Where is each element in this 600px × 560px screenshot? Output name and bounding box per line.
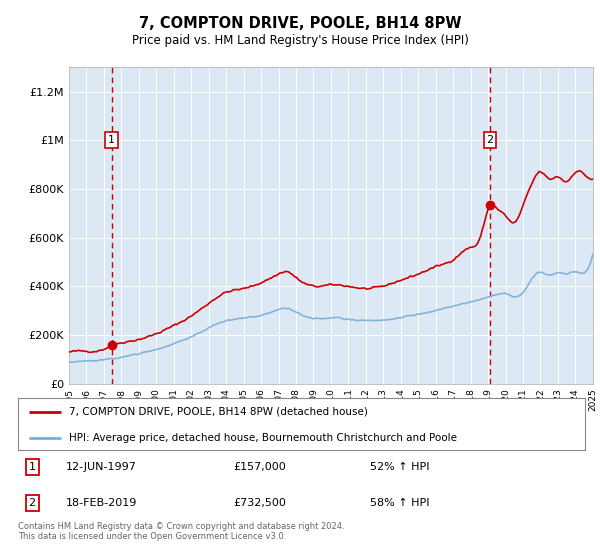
Text: 1: 1	[108, 135, 115, 145]
Text: 12-JUN-1997: 12-JUN-1997	[66, 461, 137, 472]
Text: Contains HM Land Registry data © Crown copyright and database right 2024.
This d: Contains HM Land Registry data © Crown c…	[18, 522, 344, 542]
Text: £157,000: £157,000	[233, 461, 286, 472]
Text: 7, COMPTON DRIVE, POOLE, BH14 8PW: 7, COMPTON DRIVE, POOLE, BH14 8PW	[139, 16, 461, 31]
Text: 2: 2	[29, 498, 36, 508]
Text: HPI: Average price, detached house, Bournemouth Christchurch and Poole: HPI: Average price, detached house, Bour…	[69, 433, 457, 443]
Text: Price paid vs. HM Land Registry's House Price Index (HPI): Price paid vs. HM Land Registry's House …	[131, 34, 469, 46]
Text: 7, COMPTON DRIVE, POOLE, BH14 8PW (detached house): 7, COMPTON DRIVE, POOLE, BH14 8PW (detac…	[69, 407, 368, 417]
Text: 58% ↑ HPI: 58% ↑ HPI	[370, 498, 429, 508]
Text: 18-FEB-2019: 18-FEB-2019	[66, 498, 137, 508]
Text: 2: 2	[487, 135, 494, 145]
Text: £732,500: £732,500	[233, 498, 286, 508]
Text: 1: 1	[29, 461, 35, 472]
Text: 52% ↑ HPI: 52% ↑ HPI	[370, 461, 429, 472]
